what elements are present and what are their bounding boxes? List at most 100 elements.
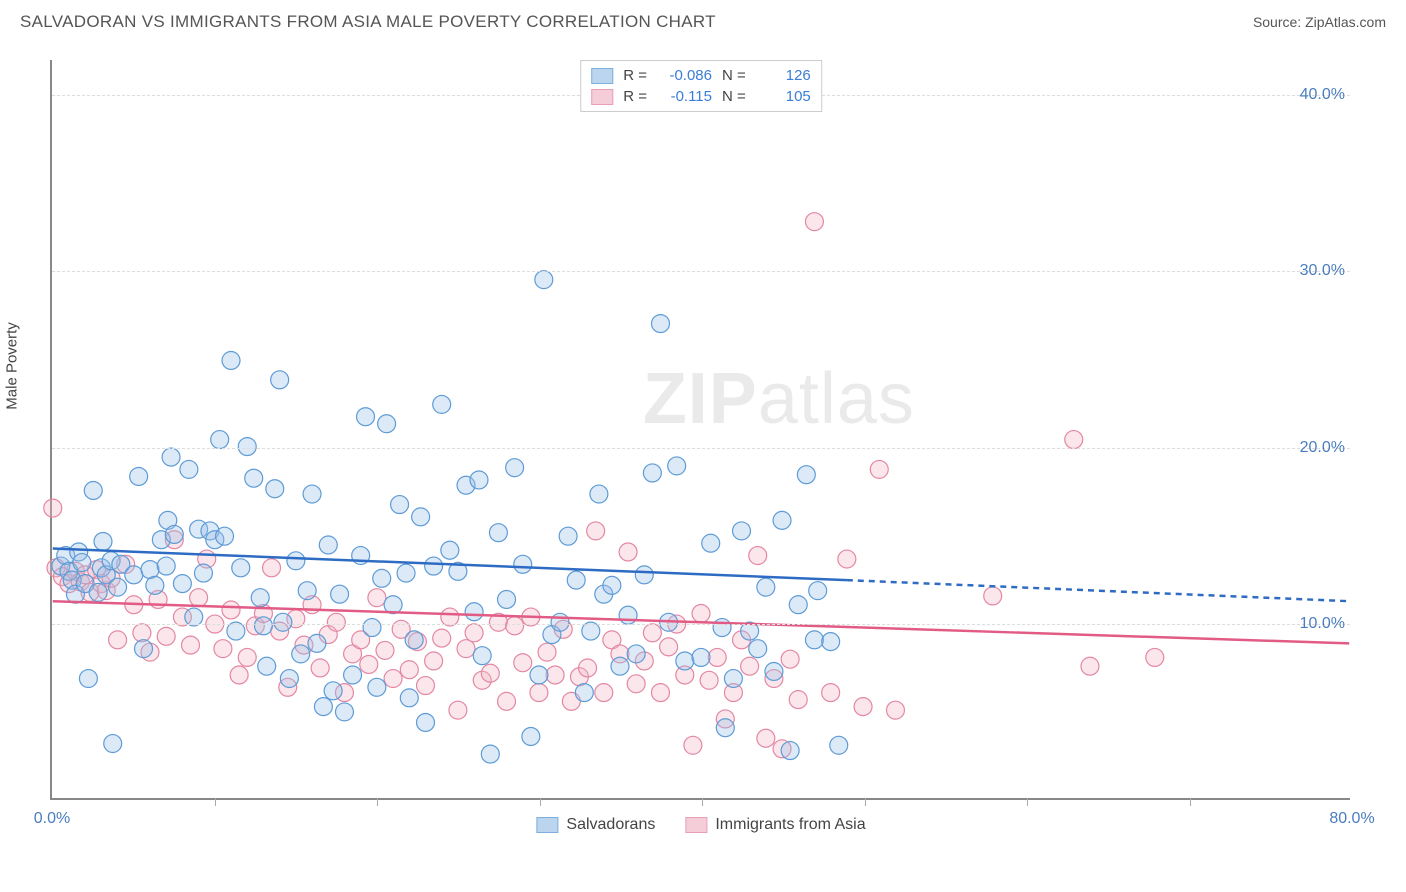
data-point	[538, 643, 556, 661]
data-point	[481, 664, 499, 682]
y-gridline	[52, 271, 1350, 272]
data-point	[708, 648, 726, 666]
x-tick-label: 80.0%	[1329, 810, 1374, 828]
data-point	[627, 645, 645, 663]
source-attribution: Source: ZipAtlas.com	[1253, 14, 1386, 30]
data-point	[805, 213, 823, 231]
x-tick	[865, 798, 866, 806]
data-point	[603, 576, 621, 594]
data-point	[232, 559, 250, 577]
data-point	[400, 689, 418, 707]
data-point	[481, 745, 499, 763]
scatter-plot-svg	[52, 60, 1350, 798]
chart-title: SALVADORAN VS IMMIGRANTS FROM ASIA MALE …	[20, 12, 716, 32]
data-point	[470, 471, 488, 489]
data-point	[749, 640, 767, 658]
series-legend: Salvadorans Immigrants from Asia	[536, 816, 865, 834]
data-point	[489, 524, 507, 542]
data-point	[652, 315, 670, 333]
data-point	[757, 578, 775, 596]
data-point	[335, 703, 353, 721]
data-point	[457, 640, 475, 658]
n-label: N =	[722, 67, 746, 84]
data-point	[311, 659, 329, 677]
data-point	[530, 666, 548, 684]
data-point	[222, 601, 240, 619]
data-point	[360, 655, 378, 673]
data-point	[822, 684, 840, 702]
data-point	[590, 485, 608, 503]
data-point	[238, 648, 256, 666]
trend-line	[847, 580, 1349, 601]
data-point	[643, 624, 661, 642]
data-point	[886, 701, 904, 719]
data-point	[854, 698, 872, 716]
data-point	[627, 675, 645, 693]
data-point	[692, 648, 710, 666]
data-point	[660, 638, 678, 656]
data-point	[397, 564, 415, 582]
x-tick	[377, 798, 378, 806]
legend-item-2: Immigrants from Asia	[685, 816, 865, 834]
data-point	[266, 480, 284, 498]
data-point	[180, 460, 198, 478]
data-point	[530, 684, 548, 702]
data-point	[449, 701, 467, 719]
y-gridline	[52, 624, 1350, 625]
data-point	[498, 692, 516, 710]
data-point	[238, 438, 256, 456]
data-point	[676, 652, 694, 670]
data-point	[182, 636, 200, 654]
data-point	[157, 557, 175, 575]
data-point	[567, 571, 585, 589]
data-point	[716, 719, 734, 737]
x-tick	[1190, 798, 1191, 806]
data-point	[692, 605, 710, 623]
data-point	[522, 728, 540, 746]
data-point	[546, 666, 564, 684]
data-point	[425, 557, 443, 575]
data-point	[271, 371, 289, 389]
data-point	[797, 466, 815, 484]
corr-row-2: R = -0.115 N = 105	[591, 86, 811, 107]
swatch-series2	[685, 817, 707, 833]
data-point	[157, 627, 175, 645]
data-point	[79, 670, 97, 688]
data-point	[551, 613, 569, 631]
data-point	[146, 576, 164, 594]
data-point	[579, 659, 597, 677]
data-point	[713, 619, 731, 637]
data-point	[789, 691, 807, 709]
data-point	[319, 536, 337, 554]
data-point	[465, 624, 483, 642]
data-point	[822, 633, 840, 651]
data-point	[298, 582, 316, 600]
plot-area: ZIPatlas R = -0.086 N = 126 R = -0.115 N…	[50, 60, 1350, 800]
data-point	[781, 742, 799, 760]
data-point	[94, 532, 112, 550]
data-point	[575, 684, 593, 702]
data-point	[211, 431, 229, 449]
data-point	[357, 408, 375, 426]
r-value: -0.086	[657, 67, 712, 84]
data-point	[141, 561, 159, 579]
data-point	[378, 415, 396, 433]
data-point	[1146, 648, 1164, 666]
data-point	[441, 541, 459, 559]
data-point	[84, 482, 102, 500]
data-point	[724, 670, 742, 688]
n-label: N =	[722, 88, 746, 105]
data-point	[245, 469, 263, 487]
data-point	[1081, 657, 1099, 675]
data-point	[190, 589, 208, 607]
data-point	[391, 496, 409, 514]
data-point	[280, 670, 298, 688]
data-point	[405, 631, 423, 649]
data-point	[984, 587, 1002, 605]
data-point	[789, 596, 807, 614]
data-point	[433, 629, 451, 647]
data-point	[400, 661, 418, 679]
data-point	[214, 640, 232, 658]
data-point	[506, 617, 524, 635]
data-point	[465, 603, 483, 621]
